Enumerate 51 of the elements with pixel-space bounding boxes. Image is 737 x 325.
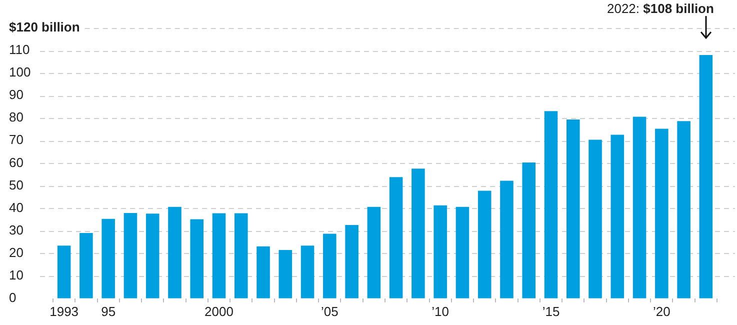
bar — [102, 218, 115, 298]
y-tick-label: 70 — [9, 132, 24, 148]
x-tick-label: 95 — [101, 304, 116, 319]
bar — [610, 134, 624, 298]
bar — [212, 213, 226, 298]
bar — [323, 234, 336, 298]
text: 2022: $108 billion — [606, 1, 714, 16]
y-tick-label: 0 — [9, 290, 16, 305]
bar — [168, 206, 182, 298]
y-tick-label: 10 — [9, 267, 24, 282]
y-tick-label: 110 — [9, 42, 30, 58]
y-tick-label: 80 — [9, 110, 24, 125]
x-tick-label: 1993 — [50, 304, 79, 319]
y-tick-label: 50 — [9, 177, 24, 192]
x-tick-label: ’05 — [320, 304, 338, 319]
bar — [146, 214, 160, 298]
bar — [522, 162, 536, 298]
bar — [345, 224, 358, 298]
bar — [566, 119, 580, 298]
bar — [500, 180, 514, 298]
bar — [412, 168, 425, 298]
bar — [278, 250, 292, 298]
bar — [57, 246, 71, 298]
bar — [478, 190, 492, 298]
y-tick-label: $120 billion — [9, 20, 80, 35]
bar — [699, 55, 713, 298]
y-tick-label: 20 — [9, 244, 24, 260]
y-tick-label: 40 — [9, 200, 24, 215]
bar — [544, 111, 558, 298]
bar — [124, 213, 138, 298]
x-tick-label: ’20 — [652, 304, 670, 319]
bar — [367, 206, 381, 298]
bar — [434, 205, 447, 298]
bar — [80, 233, 93, 298]
y-tick-label: 90 — [9, 87, 24, 102]
bar — [677, 121, 690, 298]
bar — [256, 246, 270, 298]
bar — [389, 177, 403, 298]
bar — [632, 116, 646, 298]
bar — [234, 213, 248, 298]
y-tick-label: 60 — [9, 154, 24, 170]
bar — [588, 140, 602, 298]
bar — [190, 219, 204, 298]
x-tick-label: ’10 — [432, 304, 450, 319]
y-tick-label: 100 — [9, 64, 31, 80]
x-tick-label: 2000 — [204, 304, 234, 319]
bar — [300, 246, 314, 298]
bar — [655, 128, 668, 298]
y-tick-label: 30 — [9, 222, 24, 238]
x-tick-label: ’15 — [542, 304, 560, 319]
bar — [456, 206, 470, 298]
